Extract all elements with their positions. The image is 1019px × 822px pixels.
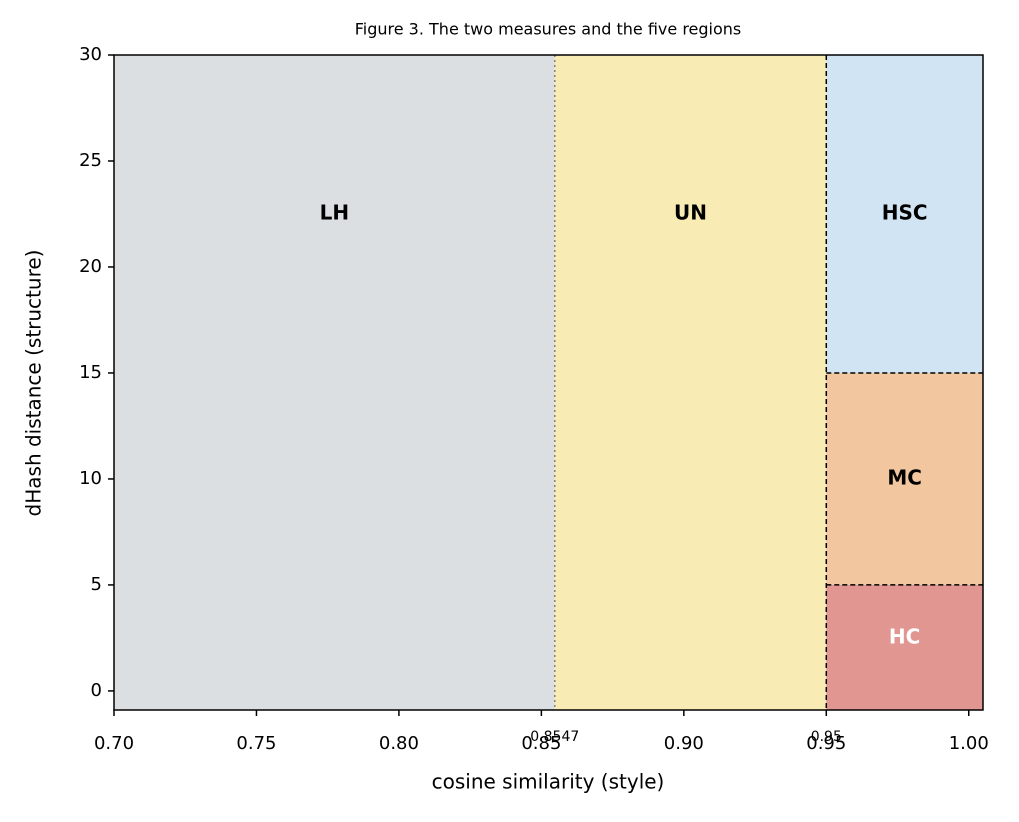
threshold-label: 0.8547 [530,729,579,745]
x-tick-label: 1.00 [949,733,989,754]
y-tick-label: 20 [79,256,102,277]
region [826,584,983,710]
region [554,55,827,710]
region-label: HSC [882,200,928,224]
region-label: MC [887,465,922,489]
x-axis-label: cosine similarity (style) [432,770,665,794]
region [826,55,983,373]
x-tick-label: 0.80 [379,733,419,754]
x-tick-label: 0.90 [664,733,704,754]
y-tick-label: 10 [79,468,102,489]
x-tick-label: 0.95 [806,733,846,754]
chart-title: Figure 3. The two measures and the five … [355,20,742,39]
x-tick-label: 0.70 [94,733,134,754]
x-tick-label: 0.75 [236,733,276,754]
y-tick-label: 5 [91,574,102,595]
plot-frame [113,54,984,711]
y-tick-label: 25 [79,150,102,171]
region-label: HC [889,624,920,648]
region [826,372,983,585]
region-label: LH [320,200,349,224]
threshold-label: 0.95 [811,729,842,745]
region [114,55,555,710]
x-tick-label: 0.85 [521,733,561,754]
y-tick-label: 15 [79,362,102,383]
y-tick-label: 0 [91,680,102,701]
y-axis-label: dHash distance (structure) [22,250,46,517]
region-label: UN [674,200,707,224]
y-tick-label: 30 [79,44,102,65]
